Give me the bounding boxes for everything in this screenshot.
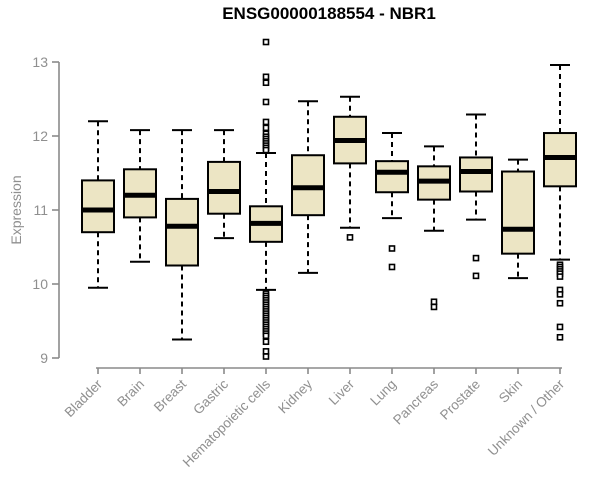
iqr-box [81, 179, 115, 234]
boxplot-pancreas [417, 145, 451, 311]
x-tick-label: Brain [114, 377, 147, 410]
outlier-point [472, 254, 480, 262]
boxplot-gastric [207, 129, 241, 240]
iqr-box [207, 160, 241, 215]
x-tick-label: Liver [326, 376, 358, 408]
x-tick-label: Lung [367, 377, 399, 409]
y-tick-label: 11 [33, 202, 48, 218]
outlier-point [262, 98, 270, 106]
x-tick-label: Breast [151, 376, 189, 414]
x-tick-label: Bladder [62, 376, 106, 420]
y-axis-title: Expression [8, 175, 24, 245]
iqr-box [291, 154, 325, 217]
outlier-point [262, 348, 270, 355]
chart-title: ENSG00000188554 - NBR1 [222, 4, 436, 23]
x-tick-label: Kidney [275, 376, 315, 416]
outlier-point [556, 273, 564, 280]
x-tick-label: Skin [496, 377, 525, 406]
boxplot-skin [501, 158, 535, 280]
iqr-box [165, 197, 199, 267]
iqr-box [501, 170, 535, 255]
outlier-point [388, 245, 396, 252]
outlier-point [430, 298, 438, 306]
outlier-point [262, 353, 270, 360]
outlier-point [262, 338, 270, 346]
y-tick-label: 13 [32, 54, 48, 70]
outlier-point [430, 303, 438, 311]
x-tick-label: Prostate [437, 377, 483, 423]
boxplot-breast [165, 129, 199, 341]
outlier-point [472, 272, 480, 280]
boxplot-brain [123, 129, 157, 263]
x-tick-label: Pancreas [390, 376, 441, 427]
outlier-point [262, 332, 270, 340]
outlier-point [262, 73, 270, 81]
outlier-point [556, 291, 564, 298]
boxplot-bladder [81, 120, 115, 289]
boxplot-liver [333, 95, 367, 241]
y-tick-label: 12 [32, 128, 48, 144]
x-tick-label: Gastric [190, 376, 231, 417]
outlier-point [556, 299, 564, 307]
outlier-point [388, 263, 396, 271]
y-tick-label: 10 [32, 276, 48, 292]
outlier-point [346, 234, 354, 241]
boxplot-kidney [291, 100, 325, 274]
boxplot-prostate [459, 113, 493, 280]
iqr-box [459, 156, 493, 193]
outlier-point [262, 146, 270, 154]
boxplot-hematopoietic-cells [249, 38, 283, 360]
iqr-box [375, 160, 409, 194]
boxplot-unknown-other [543, 63, 577, 341]
outlier-point [556, 333, 564, 341]
y-tick-label: 9 [40, 350, 48, 366]
outlier-point [262, 124, 270, 132]
outlier-point [556, 323, 564, 331]
boxplot-lung [375, 132, 409, 271]
outlier-point [262, 38, 270, 46]
x-tick-label: Unknown / Other [485, 376, 568, 459]
outlier-point [262, 79, 270, 87]
outlier-point [262, 118, 270, 126]
